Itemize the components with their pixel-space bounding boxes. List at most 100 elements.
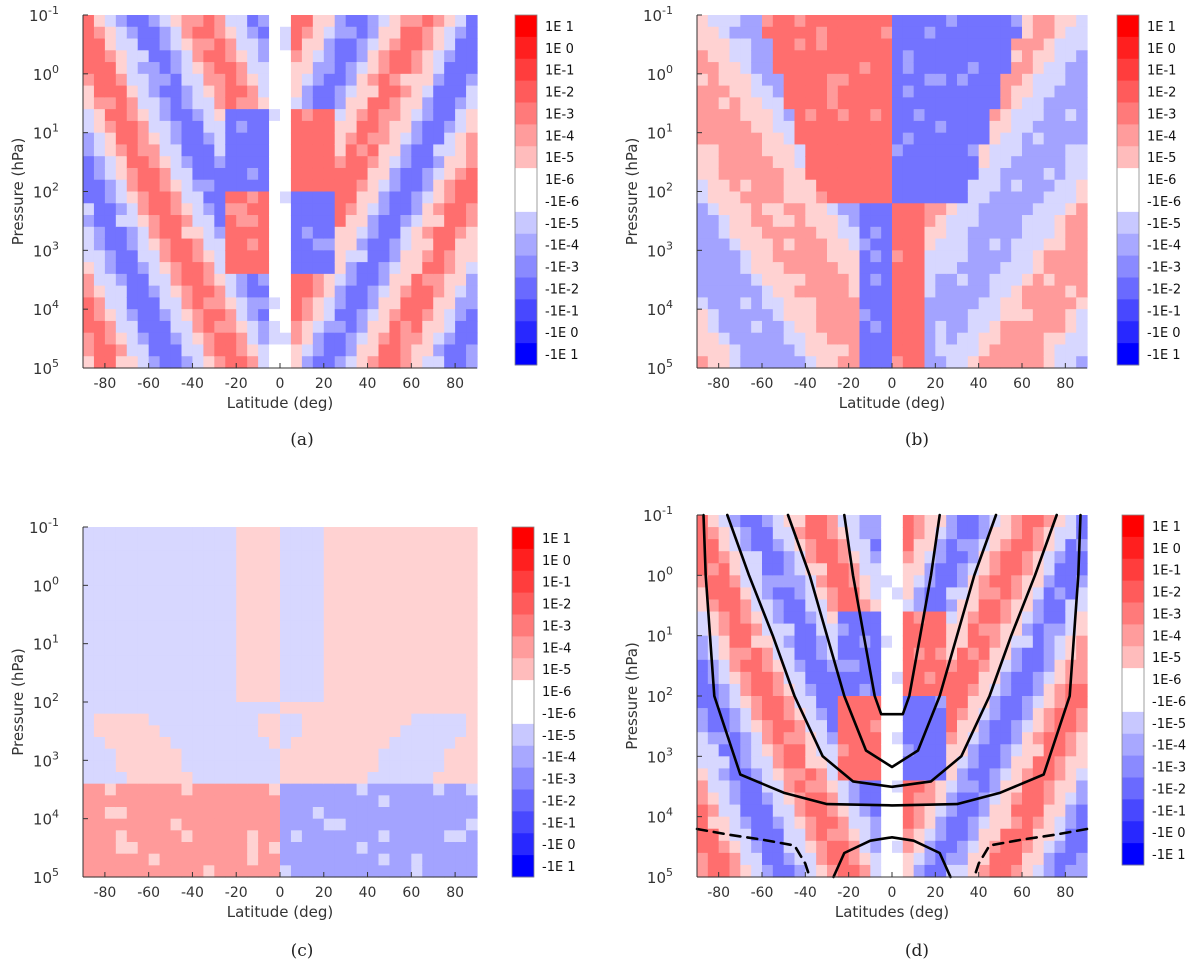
heatmap-cell <box>170 818 183 831</box>
heatmap-cell <box>137 702 150 715</box>
heatmap-cell <box>455 62 467 75</box>
heatmap-cell <box>881 120 893 134</box>
heatmap-cell <box>389 620 401 633</box>
heatmap-cell <box>1011 599 1023 613</box>
heatmap-cell <box>137 620 150 633</box>
heatmap-cell <box>466 132 478 146</box>
heatmap-cell <box>93 62 106 75</box>
heatmap-cell <box>214 783 226 796</box>
heatmap-cell <box>378 73 391 87</box>
heatmap-cell <box>729 708 741 721</box>
heatmap-cell <box>729 659 741 673</box>
colorbar-swatch <box>1117 80 1139 103</box>
heatmap-cell <box>323 620 336 633</box>
heatmap-cell <box>104 73 117 87</box>
heatmap-cell <box>967 587 980 601</box>
heatmap-cell <box>989 623 1001 637</box>
heatmap-cell <box>697 804 709 818</box>
heatmap-cell <box>848 635 861 649</box>
heatmap-cell <box>740 332 752 346</box>
heatmap-cell <box>126 191 139 204</box>
heatmap-cell <box>290 620 303 633</box>
colorbar-label: 1E 0 <box>1152 542 1181 557</box>
heatmap-cell <box>236 748 248 761</box>
heatmap-cell <box>247 538 259 551</box>
heatmap-cell <box>924 551 936 564</box>
colorbar-label: -1E-3 <box>545 261 579 276</box>
colorbar-label: -1E-6 <box>542 707 576 722</box>
heatmap-cell <box>772 683 785 697</box>
x-tick-label: -20 <box>837 885 860 901</box>
heatmap-cell <box>345 26 358 40</box>
heatmap-cell <box>827 273 839 287</box>
heatmap-cell <box>83 26 95 40</box>
heatmap-cell <box>892 156 904 169</box>
heatmap-cell <box>1043 539 1056 552</box>
heatmap-cell <box>83 655 95 668</box>
heatmap-cell <box>400 655 412 668</box>
heatmap-cell <box>740 320 752 334</box>
heatmap-cell <box>148 250 161 263</box>
colorbar-label: 1E-5 <box>545 151 574 166</box>
heatmap-cell <box>290 678 303 691</box>
x-tick-label: -40 <box>181 885 204 901</box>
heatmap-cell <box>707 635 720 649</box>
heatmap-cell <box>924 527 936 540</box>
heatmap-cell <box>455 713 467 726</box>
heatmap-cell <box>356 597 369 610</box>
heatmap-cell <box>466 538 478 551</box>
heatmap-cell <box>290 842 303 855</box>
heatmap-cell <box>1065 73 1077 87</box>
heatmap-cell <box>967 132 980 146</box>
heatmap-cell <box>159 748 172 761</box>
heatmap-cell <box>718 744 731 757</box>
heatmap-cell <box>269 191 281 204</box>
heatmap-cell <box>946 780 958 794</box>
heatmap-cell <box>290 97 303 110</box>
heatmap-cell <box>466 297 478 310</box>
heatmap-cell <box>422 690 434 703</box>
heatmap-cell <box>1043 635 1056 649</box>
heatmap-cell <box>913 73 926 87</box>
heatmap-cell <box>762 344 774 357</box>
heatmap-cell <box>225 853 237 866</box>
heatmap-cell <box>345 38 358 51</box>
heatmap-cell <box>892 515 904 528</box>
heatmap-cell <box>444 818 456 831</box>
heatmap-cell <box>323 356 336 369</box>
heatmap-cell <box>805 768 817 782</box>
heatmap-cell <box>301 215 314 228</box>
heatmap-cell <box>848 250 861 263</box>
heatmap-cell <box>762 828 774 842</box>
heatmap-cell <box>126 795 139 808</box>
colorbar-swatch <box>512 745 534 769</box>
heatmap-cell <box>859 62 871 75</box>
heatmap-cell <box>312 678 325 691</box>
heatmap-cell <box>466 550 478 563</box>
heatmap-cell <box>411 62 423 75</box>
heatmap-cell <box>137 285 150 298</box>
heatmap-cell <box>859 191 871 204</box>
heatmap-cell <box>356 85 369 98</box>
heatmap-cell <box>356 760 369 773</box>
heatmap-cell <box>258 772 270 785</box>
heatmap-cell <box>967 599 980 613</box>
heatmap-cell <box>367 50 380 63</box>
heatmap-cell <box>762 215 774 228</box>
heatmap-cell <box>159 597 172 610</box>
heatmap-cell <box>159 38 172 51</box>
heatmap-cell <box>924 756 936 769</box>
heatmap-cell <box>181 15 194 28</box>
heatmap-cell <box>126 865 139 878</box>
heatmap-cell <box>466 273 478 287</box>
heatmap-cell <box>848 659 861 673</box>
heatmap-cell <box>924 768 936 782</box>
heatmap-cell <box>181 215 194 228</box>
heatmap-cell <box>323 702 336 715</box>
heatmap-cell <box>816 864 828 878</box>
heatmap-cell <box>269 309 281 322</box>
heatmap-cell <box>301 538 314 551</box>
heatmap-cell <box>225 783 237 796</box>
heatmap-cell <box>881 720 893 733</box>
heatmap-cell <box>148 562 161 575</box>
